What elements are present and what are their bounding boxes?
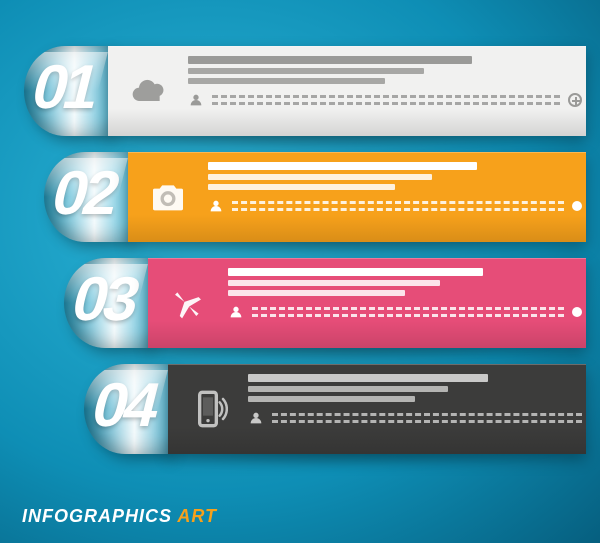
- title-placeholder: [208, 162, 477, 170]
- cloud-icon: [128, 71, 168, 111]
- main-icon-slot: [108, 46, 188, 136]
- text-block: [208, 152, 586, 242]
- dash-placeholder: [232, 201, 564, 211]
- user-icon: [188, 92, 204, 108]
- camera-icon: [148, 177, 188, 217]
- text-block: [188, 46, 586, 136]
- text-block: [228, 258, 586, 348]
- subtitle-placeholder: [188, 68, 424, 74]
- main-icon-slot: [128, 152, 208, 242]
- meta-row: [188, 92, 582, 108]
- footer-word-2: ART: [177, 506, 217, 526]
- banner: [128, 152, 586, 242]
- meta-row: [228, 304, 582, 320]
- dash-placeholder: [272, 413, 582, 423]
- number-curl: 02: [44, 152, 128, 242]
- subtitle-placeholder: [248, 396, 415, 402]
- phone-icon: [188, 389, 228, 429]
- subtitle-placeholder: [208, 184, 395, 190]
- dash-placeholder: [252, 307, 564, 317]
- subtitle-placeholder: [248, 386, 448, 392]
- user-icon: [228, 304, 244, 320]
- title-placeholder: [188, 56, 472, 64]
- end-plus-icon: [568, 93, 582, 107]
- title-placeholder: [228, 268, 483, 276]
- row-3: 03: [0, 258, 600, 348]
- banner: [168, 364, 586, 454]
- row-4: 04: [0, 364, 600, 454]
- meta-row: [248, 410, 582, 426]
- infographic-stage: 01 02 03 04: [0, 46, 600, 470]
- step-number: 04: [85, 370, 164, 441]
- main-icon-slot: [168, 364, 248, 454]
- main-icon-slot: [148, 258, 228, 348]
- number-curl: 01: [24, 46, 108, 136]
- step-number: 01: [25, 52, 104, 123]
- number-curl: 04: [84, 364, 168, 454]
- user-icon: [248, 410, 264, 426]
- user-icon: [208, 198, 224, 214]
- plane-icon: [168, 283, 208, 323]
- banner: [148, 258, 586, 348]
- footer-word-1: INFOGRAPHICS: [22, 506, 177, 526]
- end-dot-icon: [572, 201, 582, 211]
- step-number: 02: [45, 158, 124, 229]
- meta-row: [208, 198, 582, 214]
- row-1: 01: [0, 46, 600, 136]
- banner: [108, 46, 586, 136]
- dash-placeholder: [212, 95, 560, 105]
- subtitle-placeholder: [228, 280, 440, 286]
- subtitle-placeholder: [228, 290, 405, 296]
- subtitle-placeholder: [188, 78, 385, 84]
- text-block: [248, 364, 586, 454]
- number-curl: 03: [64, 258, 148, 348]
- step-number: 03: [65, 264, 144, 335]
- row-2: 02: [0, 152, 600, 242]
- footer-title: INFOGRAPHICS ART: [22, 506, 217, 527]
- subtitle-placeholder: [208, 174, 432, 180]
- end-dot-icon: [572, 307, 582, 317]
- title-placeholder: [248, 374, 488, 382]
